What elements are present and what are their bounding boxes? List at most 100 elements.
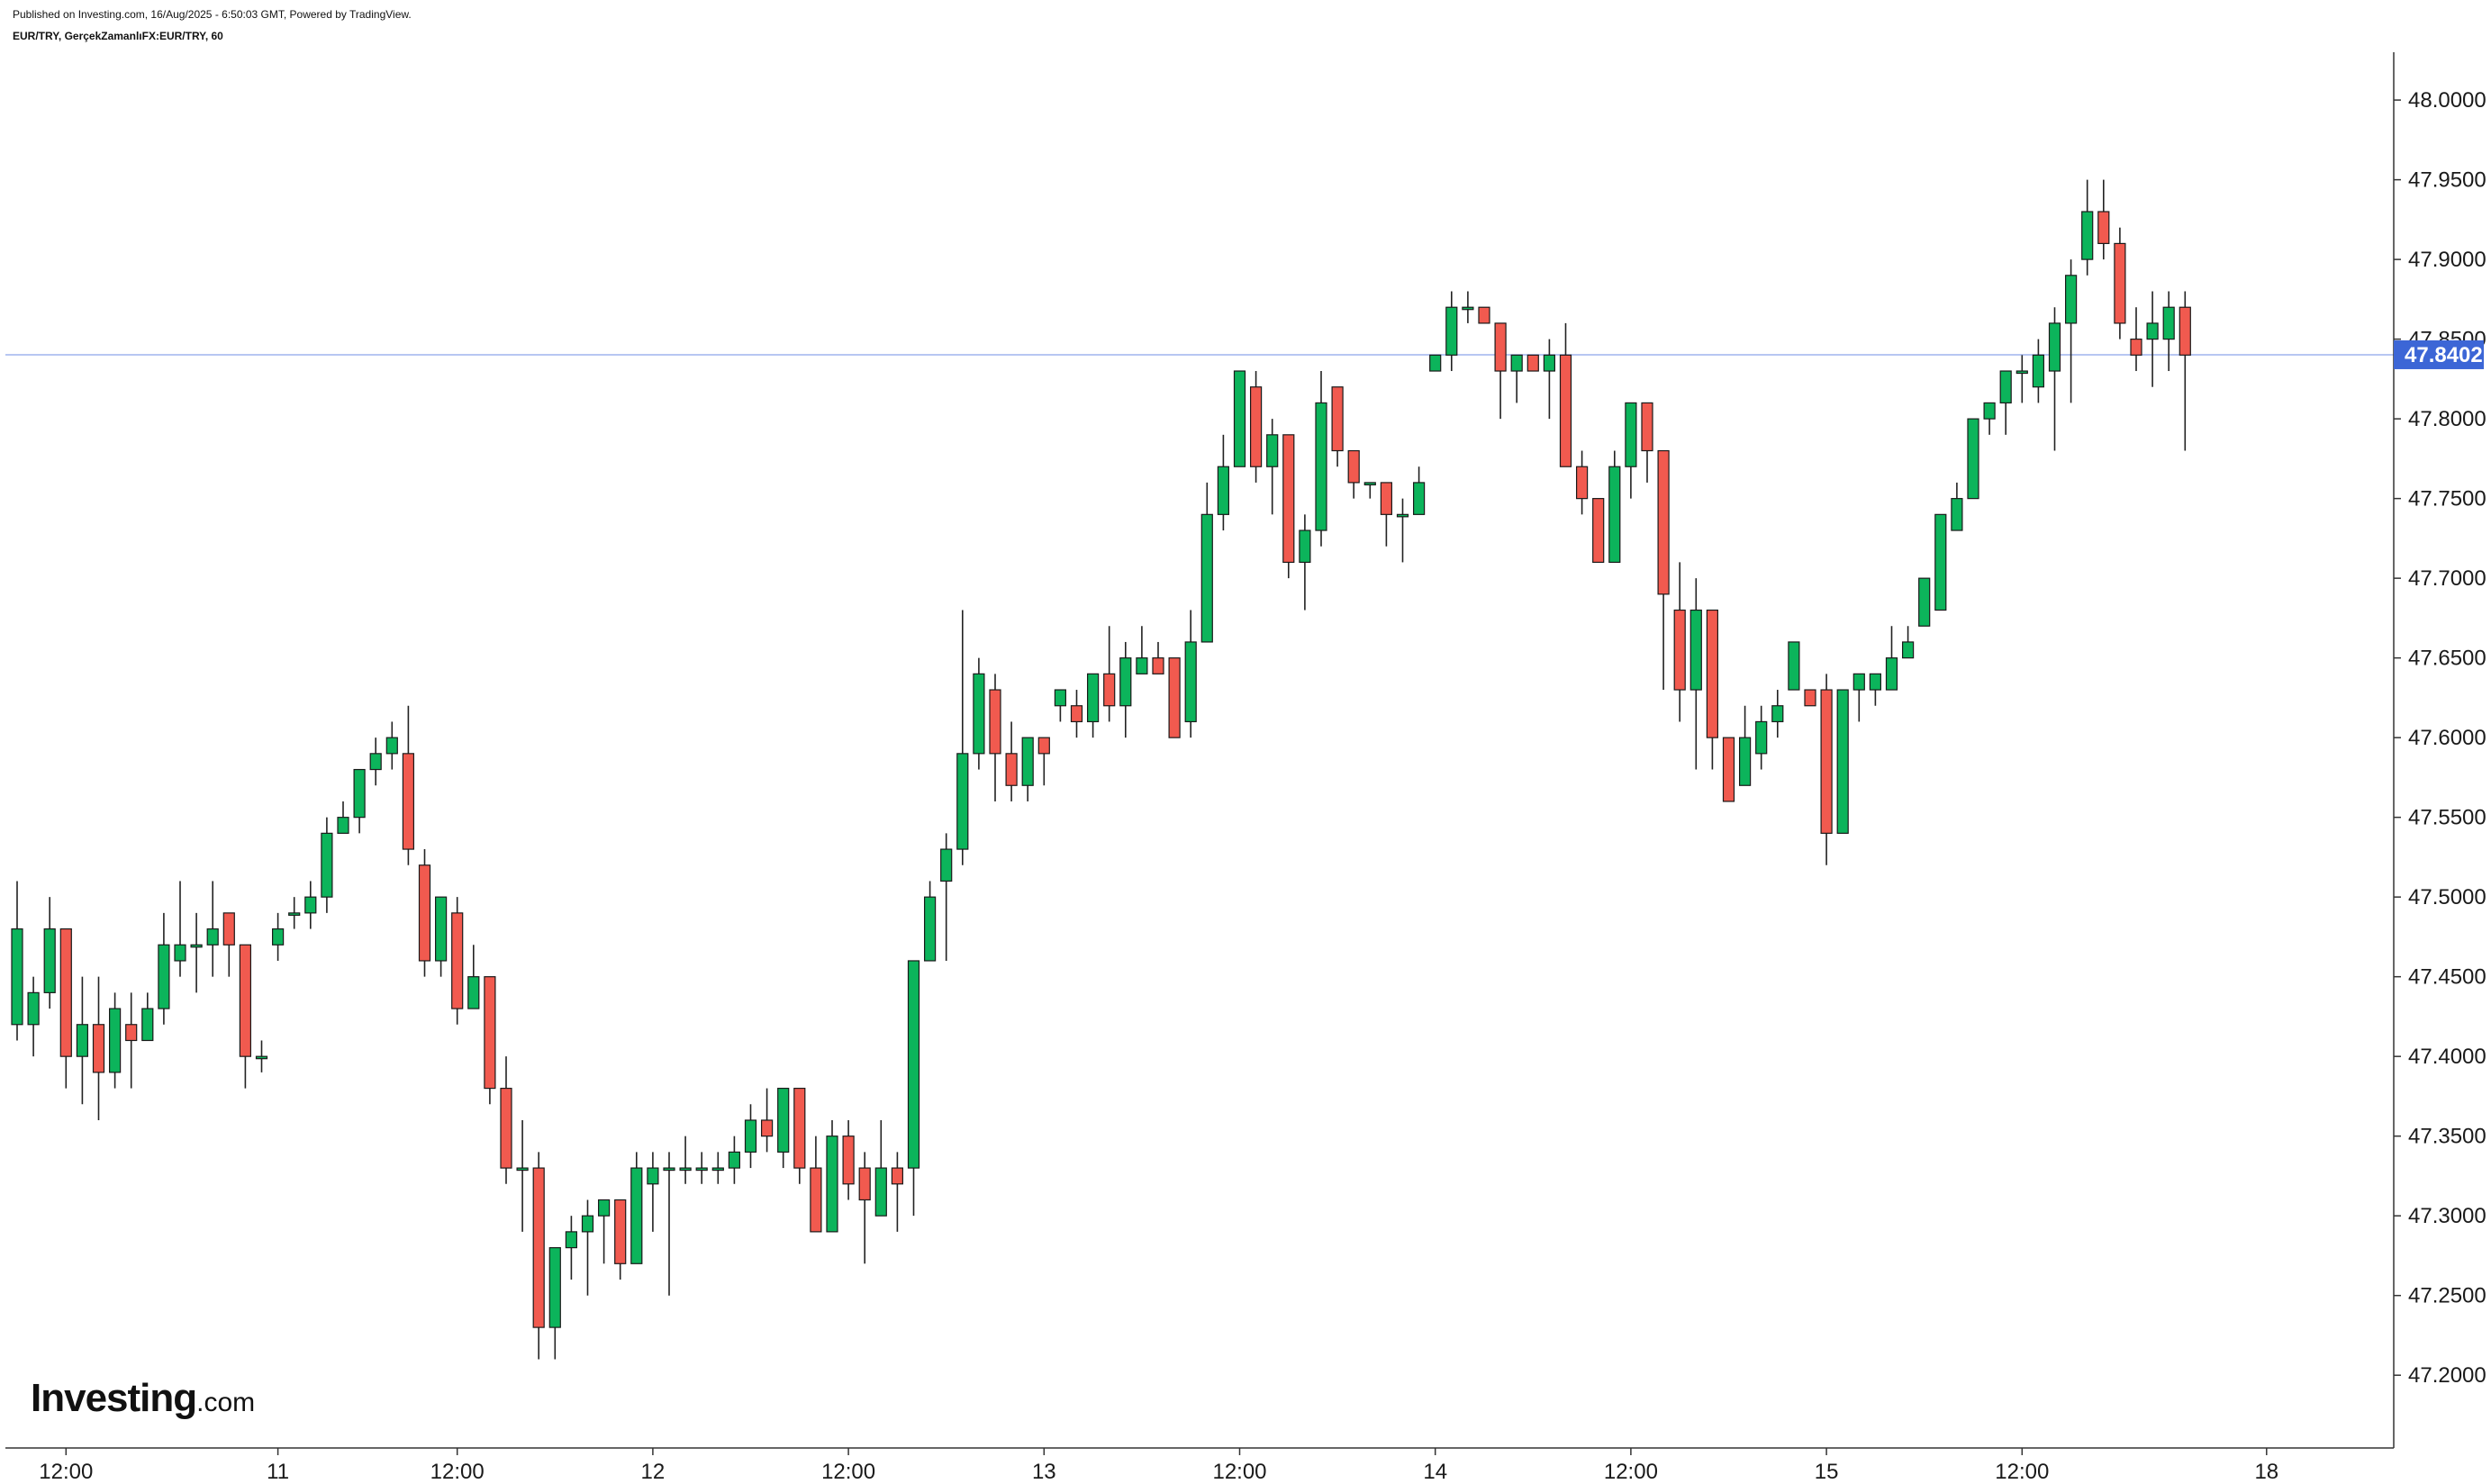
candle[interactable] bbox=[1641, 402, 1653, 483]
candle[interactable] bbox=[272, 912, 285, 961]
candle[interactable] bbox=[484, 976, 496, 1105]
candle[interactable] bbox=[27, 976, 40, 1057]
candle[interactable] bbox=[1625, 402, 1637, 499]
candle[interactable] bbox=[2032, 339, 2044, 403]
candle[interactable] bbox=[321, 817, 333, 913]
candle[interactable] bbox=[614, 1199, 627, 1280]
candle[interactable] bbox=[940, 833, 953, 961]
candle[interactable] bbox=[1738, 705, 1752, 786]
candle[interactable] bbox=[793, 1087, 806, 1184]
candle[interactable] bbox=[402, 705, 414, 865]
candle[interactable] bbox=[206, 881, 219, 977]
candle[interactable] bbox=[630, 1152, 643, 1264]
candle[interactable] bbox=[1200, 482, 1213, 643]
candle[interactable] bbox=[1820, 674, 1833, 865]
candle[interactable] bbox=[76, 976, 89, 1105]
candle[interactable] bbox=[1363, 482, 1376, 499]
candle[interactable] bbox=[451, 897, 464, 1025]
candle[interactable] bbox=[973, 657, 985, 770]
candle[interactable] bbox=[1168, 657, 1181, 738]
candle[interactable] bbox=[1184, 610, 1197, 738]
candle[interactable] bbox=[858, 1152, 871, 1264]
candle[interactable] bbox=[923, 881, 937, 962]
candle[interactable] bbox=[1673, 562, 1686, 722]
candle[interactable] bbox=[989, 674, 1001, 801]
candle[interactable] bbox=[679, 1136, 692, 1184]
candle[interactable] bbox=[369, 737, 382, 786]
candle[interactable] bbox=[2130, 307, 2142, 372]
candle[interactable] bbox=[663, 1152, 675, 1296]
candle[interactable] bbox=[1315, 371, 1327, 547]
candle[interactable] bbox=[1918, 577, 1931, 627]
candle[interactable] bbox=[1103, 626, 1116, 722]
candle[interactable] bbox=[1249, 371, 1263, 483]
candle[interactable] bbox=[174, 881, 186, 977]
candle[interactable] bbox=[907, 960, 920, 1217]
candle[interactable] bbox=[711, 1152, 724, 1184]
candle[interactable] bbox=[158, 912, 170, 1025]
candle[interactable] bbox=[1037, 737, 1050, 786]
candle[interactable] bbox=[1951, 482, 1963, 531]
candle[interactable] bbox=[500, 1056, 512, 1184]
candle[interactable] bbox=[1494, 322, 1507, 420]
candle[interactable] bbox=[516, 1119, 529, 1232]
candle[interactable] bbox=[1396, 498, 1409, 563]
candle[interactable] bbox=[125, 992, 138, 1089]
candle[interactable] bbox=[581, 1199, 594, 1296]
candle[interactable] bbox=[2015, 355, 2028, 403]
candle[interactable] bbox=[1299, 514, 1311, 611]
candle[interactable] bbox=[1478, 306, 1490, 324]
candle[interactable] bbox=[1657, 449, 1670, 691]
candle[interactable] bbox=[1722, 737, 1735, 802]
candle[interactable] bbox=[1804, 689, 1816, 707]
candle[interactable] bbox=[1983, 402, 1996, 435]
candle[interactable] bbox=[842, 1119, 855, 1200]
candle[interactable] bbox=[435, 896, 448, 977]
candle[interactable] bbox=[728, 1136, 741, 1184]
candle[interactable] bbox=[1266, 419, 1279, 515]
candle[interactable] bbox=[1510, 354, 1523, 403]
candle[interactable] bbox=[2048, 307, 2061, 451]
candle[interactable] bbox=[532, 1152, 545, 1360]
candle[interactable] bbox=[1086, 673, 1100, 738]
candle[interactable] bbox=[2178, 291, 2191, 451]
candle[interactable] bbox=[92, 976, 105, 1120]
candle[interactable] bbox=[597, 1199, 611, 1264]
candle[interactable] bbox=[385, 721, 398, 770]
candle[interactable] bbox=[2065, 259, 2078, 403]
candle[interactable] bbox=[1462, 291, 1474, 323]
candle[interactable] bbox=[418, 849, 431, 977]
candle[interactable] bbox=[304, 881, 317, 929]
candle[interactable] bbox=[1999, 370, 2012, 435]
candle[interactable] bbox=[1021, 737, 1034, 801]
candle[interactable] bbox=[1706, 609, 1719, 770]
candle[interactable] bbox=[1608, 450, 1621, 564]
candle[interactable] bbox=[1070, 690, 1083, 738]
candle[interactable] bbox=[1869, 673, 1881, 706]
candle[interactable] bbox=[2146, 291, 2159, 387]
candle[interactable] bbox=[1543, 339, 1556, 420]
candle[interactable] bbox=[1152, 641, 1164, 674]
candle[interactable] bbox=[2114, 227, 2126, 339]
candle[interactable] bbox=[1559, 322, 1572, 467]
candle[interactable] bbox=[760, 1088, 774, 1153]
candle[interactable] bbox=[255, 1040, 268, 1072]
candle[interactable] bbox=[1885, 626, 1898, 691]
candle[interactable] bbox=[1054, 689, 1067, 722]
candle[interactable] bbox=[1217, 434, 1230, 531]
candle[interactable] bbox=[1005, 721, 1018, 801]
candle[interactable] bbox=[1347, 449, 1360, 499]
candle[interactable] bbox=[59, 928, 72, 1089]
candle[interactable] bbox=[353, 768, 366, 834]
candle[interactable] bbox=[1689, 578, 1702, 770]
candle[interactable] bbox=[1331, 386, 1344, 467]
candle[interactable] bbox=[2097, 179, 2110, 260]
candle[interactable] bbox=[1445, 291, 1458, 372]
candle[interactable] bbox=[891, 1152, 904, 1232]
candle[interactable] bbox=[337, 801, 349, 834]
candle[interactable] bbox=[956, 610, 969, 865]
candle[interactable] bbox=[777, 1087, 790, 1169]
candle[interactable] bbox=[288, 897, 301, 929]
candle[interactable] bbox=[1934, 513, 1947, 611]
